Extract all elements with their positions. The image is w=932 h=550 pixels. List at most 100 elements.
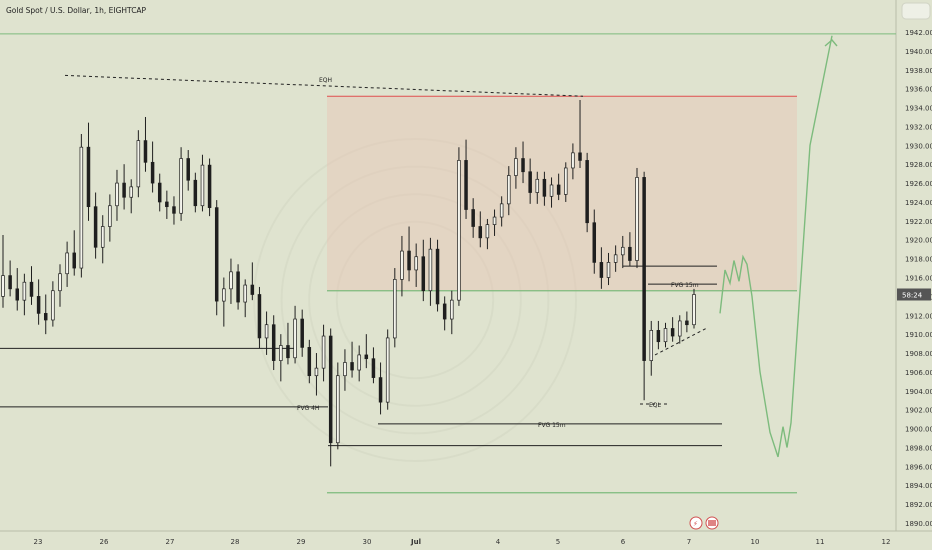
candle-body <box>528 171 532 193</box>
candle-body <box>450 299 454 320</box>
candle-body <box>264 324 269 339</box>
candle-body <box>414 256 418 271</box>
x-tick-label: 12 <box>882 538 891 546</box>
candle-body <box>8 275 12 290</box>
candle-body <box>72 252 76 269</box>
candle-body <box>535 178 540 193</box>
candle-body <box>656 330 661 343</box>
y-tick-label: 1928.00 <box>905 161 932 169</box>
candle-body <box>385 337 390 403</box>
y-tick-label: 1916.00 <box>905 275 932 283</box>
candle-body <box>243 284 247 303</box>
candle-body <box>599 262 604 278</box>
candle-body <box>685 320 689 326</box>
candle-body <box>136 140 141 188</box>
y-tick-label: 1942.00 <box>905 29 932 37</box>
candle-body <box>606 262 611 278</box>
candle-body <box>542 178 547 197</box>
candle-body <box>649 330 654 361</box>
candle-body <box>642 177 646 361</box>
candle-body <box>293 318 297 359</box>
y-tick-label: 1924.00 <box>905 199 932 207</box>
y-tick-label: 1912.00 <box>905 312 932 320</box>
candle-body <box>172 206 176 214</box>
candle-body <box>29 281 34 297</box>
y-tick-label: 1932.00 <box>905 123 932 131</box>
x-tick-label: 26 <box>100 538 109 546</box>
y-tick-label: 1940.00 <box>905 48 932 56</box>
y-tick-label: 1930.00 <box>905 142 932 150</box>
candle-body <box>442 303 447 320</box>
candle-body <box>43 313 48 321</box>
candle-body <box>193 179 198 207</box>
candle-body <box>307 347 312 377</box>
candle-body <box>428 248 433 292</box>
candle-body <box>79 146 84 269</box>
lightning-icon-glyph: ⚡ <box>693 520 698 528</box>
y-tick-label: 1908.00 <box>905 350 932 358</box>
candle-body <box>364 354 369 360</box>
candle-body <box>663 328 668 343</box>
candle-body <box>108 205 112 227</box>
watermark-ring <box>335 220 495 380</box>
candle-body <box>65 252 69 275</box>
candle-body <box>129 186 133 198</box>
candle-body <box>271 324 276 361</box>
candle-body <box>165 201 169 208</box>
lightning-icon[interactable] <box>689 516 703 530</box>
candle-body <box>421 256 426 292</box>
candle-body <box>122 182 126 198</box>
candle-body <box>478 226 483 239</box>
candle-body <box>343 362 347 377</box>
x-tick-label: 6 <box>621 538 626 546</box>
candle-body <box>328 335 333 444</box>
y-tick-label: 1894.00 <box>905 482 932 490</box>
y-tick-label: 1938.00 <box>905 67 932 75</box>
flag-icon-glyph <box>708 520 716 526</box>
candle-body <box>678 320 682 337</box>
x-tick-label: 27 <box>166 538 175 546</box>
x-tick-label: Jul <box>410 538 421 546</box>
candle-body <box>571 152 575 169</box>
y-tick-label: 1910.00 <box>905 331 932 339</box>
candle-body <box>350 362 354 371</box>
y-tick-label: 1926.00 <box>905 180 932 188</box>
candle-body <box>86 146 91 208</box>
candle-body <box>250 284 255 295</box>
y-tick-label: 1934.00 <box>905 105 932 113</box>
y-tick-label: 1918.00 <box>905 256 932 264</box>
candle-body <box>214 207 219 302</box>
candle-body <box>507 175 511 205</box>
candle-body <box>1 275 5 297</box>
candle-body <box>521 158 525 173</box>
candle-body <box>321 335 326 369</box>
watermark-ring <box>308 193 522 407</box>
x-tick-label: 11 <box>816 538 825 546</box>
candle-body <box>499 203 504 218</box>
candle-body <box>207 164 212 208</box>
candle-body <box>621 246 625 256</box>
candle-body <box>58 273 62 292</box>
price-badge-text: 58:24 <box>902 291 923 299</box>
candle-body <box>393 279 397 339</box>
fvg-4h-label: FVG 4H <box>297 405 319 412</box>
candle-body <box>257 294 262 339</box>
eqh-dotted-line <box>64 74 584 97</box>
candle-body <box>150 161 155 184</box>
candle-body <box>556 184 561 195</box>
chart-settings-button[interactable] <box>901 2 931 20</box>
candle-body <box>564 167 568 195</box>
candle-body <box>692 294 696 326</box>
candle-body <box>286 345 290 359</box>
watermark-ring <box>253 138 577 462</box>
y-tick-label: 1900.00 <box>905 426 932 434</box>
watermark-logo <box>253 138 577 462</box>
candle-body <box>22 281 27 301</box>
candle-body <box>549 184 554 197</box>
candle-body <box>485 224 490 239</box>
price-badge <box>897 288 931 301</box>
y-tick-label: 1902.00 <box>905 407 932 415</box>
